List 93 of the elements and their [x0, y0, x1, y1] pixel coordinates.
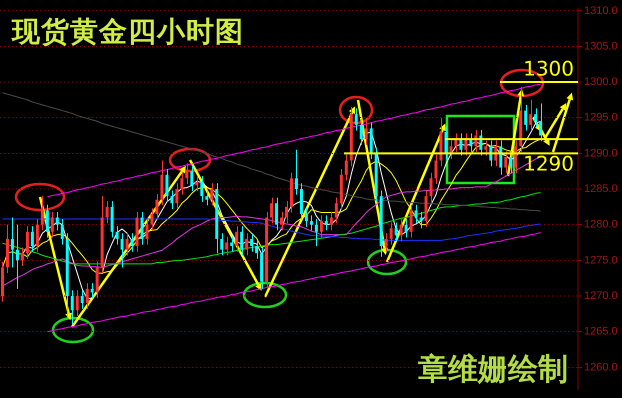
candlestick — [165, 168, 168, 202]
candlestick — [320, 214, 323, 238]
candlestick — [524, 104, 528, 132]
candlestick — [245, 232, 248, 256]
y-tick-label: 1270.0 — [584, 290, 618, 302]
candlestick — [200, 176, 204, 202]
candlestick — [285, 200, 288, 224]
y-tick-label: 1300.0 — [584, 76, 618, 88]
candlestick — [90, 282, 94, 299]
candlestick — [130, 232, 134, 252]
candlestick — [240, 226, 244, 256]
candlestick — [529, 99, 532, 132]
candlestick — [145, 218, 148, 246]
candlestick — [126, 232, 129, 256]
candlestick — [175, 182, 178, 210]
candlestick — [449, 140, 452, 160]
candlestick — [270, 197, 274, 224]
candlestick — [210, 182, 214, 206]
candlestick — [225, 236, 228, 256]
candlestick — [195, 176, 198, 192]
candlestick — [384, 232, 388, 252]
candlestick — [16, 224, 19, 290]
candlestick — [56, 211, 59, 231]
candlestick — [294, 149, 298, 196]
y-tick-label: 1260.0 — [584, 361, 618, 374]
y-tick-label: 1290.0 — [584, 147, 618, 160]
candlestick — [390, 222, 393, 246]
candlestick — [250, 232, 254, 252]
candlestick — [220, 232, 224, 256]
y-tick-label: 1285.0 — [584, 183, 618, 196]
candlestick — [10, 217, 14, 268]
candlestick — [30, 226, 34, 252]
candlestick — [86, 282, 89, 310]
candlestick — [414, 204, 418, 224]
candlestick — [434, 154, 438, 185]
candlestick — [344, 154, 348, 181]
y-tick-label: 1275.0 — [584, 254, 618, 266]
candlestick — [459, 132, 462, 156]
candlestick — [230, 236, 234, 252]
candlestick — [499, 140, 502, 176]
candlestick — [76, 290, 79, 316]
candlestick — [304, 208, 308, 228]
candlestick — [334, 197, 338, 224]
candlestick — [534, 108, 538, 128]
candlestick — [394, 222, 398, 242]
candlestick — [116, 226, 119, 246]
candlestick — [26, 226, 29, 260]
candlestick — [36, 218, 39, 252]
candlestick — [364, 117, 368, 146]
candlestick — [404, 218, 408, 238]
candlestick — [509, 150, 512, 174]
y-tick-label: 1305.0 — [584, 40, 618, 52]
candlestick — [150, 208, 154, 231]
candlestick — [255, 240, 258, 260]
candlestick — [400, 218, 403, 242]
candlestick — [539, 102, 542, 142]
y-tick-label: 1280.0 — [584, 218, 618, 231]
candlestick — [46, 204, 49, 238]
candlestick — [410, 204, 413, 238]
candlestick — [40, 196, 44, 231]
candlestick — [180, 172, 184, 196]
candlestick — [330, 211, 333, 231]
y-tick-label: 1295.0 — [584, 112, 618, 124]
candlestick — [420, 211, 423, 229]
candlestick — [280, 211, 284, 231]
candlestick — [155, 194, 158, 220]
annotation: 章维姗绘制 — [418, 351, 568, 389]
candlestick — [50, 211, 54, 238]
candlestick — [235, 226, 238, 252]
candlestick — [205, 190, 208, 206]
candlestick — [120, 232, 124, 268]
candlestick — [80, 290, 84, 310]
candlestick — [464, 132, 468, 156]
chart-title: 现货黄金四小时图 — [12, 14, 244, 50]
y-tick-label: 1265.0 — [584, 326, 618, 338]
candlestick — [514, 140, 518, 174]
candlestick — [170, 190, 174, 210]
candlestick — [310, 214, 313, 231]
candlestick — [140, 211, 144, 246]
ref-line-label: 1290 — [523, 152, 574, 176]
candlestick — [324, 214, 328, 231]
ref-line-label: 1300 — [523, 56, 574, 80]
candlestick — [106, 200, 109, 224]
candlestick — [60, 218, 64, 246]
candlestick — [275, 197, 278, 231]
candlestick — [314, 218, 318, 247]
candlestick — [354, 108, 358, 132]
y-tick-label: 1310.0 — [584, 4, 618, 17]
candlestick — [20, 246, 24, 267]
candlestick — [190, 164, 194, 192]
candlestick — [185, 162, 188, 185]
candlestick — [430, 172, 433, 202]
candlestick — [484, 140, 488, 156]
